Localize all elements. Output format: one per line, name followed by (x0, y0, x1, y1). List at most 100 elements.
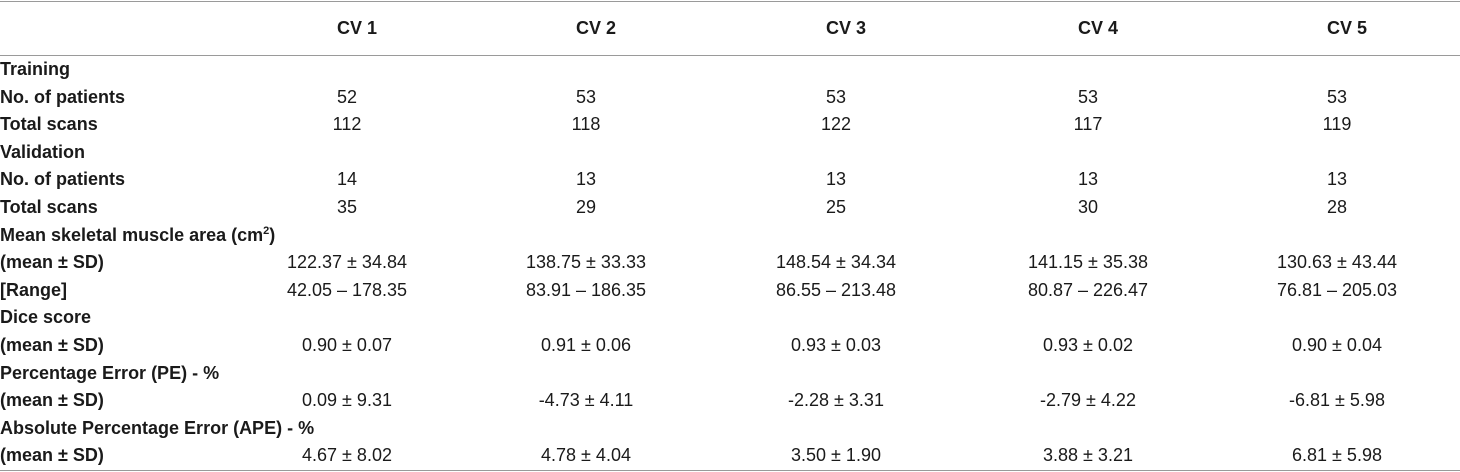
row-label-text: (mean ± SD) (0, 252, 104, 273)
row-label-text: (mean ± SD) (0, 445, 104, 466)
cell-cv3: -2.28 ± 3.31 (788, 390, 884, 411)
cell-cv4: 13 (1077, 169, 1099, 190)
cell-cv5: 76.81 – 205.03 (1276, 279, 1398, 300)
header-blank-cell (0, 0, 232, 56)
row-label: Absolute Percentage Error (APE) - % (0, 415, 314, 443)
row-label-text: (mean ± SD) (0, 334, 104, 355)
row-label: [Range] (0, 277, 232, 305)
cell-cv2: 29 (575, 196, 597, 217)
row-label: Total scans (0, 111, 232, 139)
row-label-text: Dice score (0, 307, 92, 328)
cell-cv3: 86.55 – 213.48 (775, 279, 897, 300)
cell-cv1 (232, 360, 462, 388)
cell-cv3: 148.54 ± 34.34 (776, 252, 896, 273)
cell-cv1: 112 (332, 114, 362, 135)
cell-cv1: 0.90 ± 0.07 (302, 334, 392, 355)
row-label: Mean skeletal muscle area (cm2) (0, 222, 275, 250)
header-row: CV 1 CV 2 CV 3 CV 4 CV 5 (0, 0, 1460, 56)
cell-cv5 (1214, 415, 1460, 443)
cell-cv5: 53 (1326, 86, 1348, 107)
table-row: Absolute Percentage Error (APE) - % (0, 415, 1460, 443)
row-label-text: [Range] (0, 279, 67, 300)
cell-cv3: 0.93 ± 0.03 (791, 334, 881, 355)
cell-cv2 (462, 304, 710, 332)
cell-cv2: 13 (575, 169, 597, 190)
row-label-text: No. of patients (0, 169, 125, 190)
cell-cv4: -2.79 ± 4.22 (1040, 390, 1136, 411)
cell-cv5 (1214, 304, 1460, 332)
cell-cv5: 119 (1322, 114, 1352, 135)
table-bottom-rule (0, 470, 1460, 471)
cell-cv5 (1214, 139, 1460, 167)
table-row: (mean ± SD) 0.90 ± 0.07 0.91 ± 0.06 0.93 ± … (0, 332, 1460, 360)
cell-cv1 (232, 139, 462, 167)
cell-cv2: -4.73 ± 4.11 (538, 390, 634, 411)
cell-cv5: 28 (1326, 196, 1348, 217)
cell-cv1: 4.67 ± 8.02 (302, 445, 392, 466)
row-label: Dice score (0, 304, 232, 332)
row-label-text: Percentage Error (PE) - % (0, 362, 220, 383)
cell-cv2 (462, 139, 710, 167)
row-label-text: Mean skeletal muscle area (cm (0, 224, 264, 245)
cell-cv2 (462, 360, 710, 388)
cell-cv5: 13 (1326, 169, 1348, 190)
row-label: (mean ± SD) (0, 387, 232, 415)
row-label-superscript: 2 (263, 224, 270, 237)
cell-cv1: 52 (336, 86, 358, 107)
row-label: Validation (0, 139, 232, 167)
row-label-text: Absolute Percentage Error (APE) - % (0, 417, 315, 438)
cell-cv3 (710, 139, 962, 167)
cell-cv3: 122 (820, 114, 852, 135)
cell-cv2 (462, 415, 710, 443)
row-label-text: Validation (0, 141, 86, 162)
cell-cv1: 0.09 ± 9.31 (302, 390, 392, 411)
row-label: Training (0, 56, 232, 84)
table-row: Training (0, 56, 1460, 84)
table-row: [Range] 42.05 – 178.35 83.91 – 186.35 86.55… (0, 277, 1460, 305)
cell-cv4: 3.88 ± 3.21 (1043, 445, 1133, 466)
table-header-rule (0, 55, 1460, 56)
header-cv1: CV 1 (336, 18, 378, 38)
cell-cv3: 13 (825, 169, 847, 190)
cell-cv1: 14 (336, 169, 358, 190)
cell-cv4: 117 (1073, 114, 1103, 135)
cell-cv3 (710, 222, 962, 250)
table-row: Total scans 112 118 122 117 119 (0, 111, 1460, 139)
cell-cv3: 25 (825, 196, 847, 217)
row-label-text: Training (0, 59, 71, 79)
cell-cv2: 4.78 ± 4.04 (541, 445, 631, 466)
cell-cv1: 42.05 – 178.35 (286, 279, 408, 300)
row-label: (mean ± SD) (0, 249, 232, 277)
header-cv2: CV 2 (575, 18, 617, 38)
table-row: No. of patients 52 53 53 53 53 (0, 84, 1460, 112)
cell-cv2 (462, 56, 710, 84)
cell-cv5: 6.81 ± 5.98 (1292, 445, 1382, 466)
table-row: Mean skeletal muscle area (cm2) (0, 222, 1460, 250)
header-cv4: CV 4 (1077, 18, 1119, 38)
cell-cv4 (962, 304, 1214, 332)
cell-cv4: 80.87 – 226.47 (1027, 279, 1149, 300)
cell-cv2: 83.91 – 186.35 (525, 279, 647, 300)
cell-cv4 (962, 360, 1214, 388)
cell-cv4 (962, 139, 1214, 167)
table-row: (mean ± SD) 0.09 ± 9.31 -4.73 ± 4.11 -2.28 … (0, 387, 1460, 415)
cell-cv3 (710, 360, 962, 388)
cell-cv4: 53 (1077, 86, 1099, 107)
header-cv5: CV 5 (1326, 18, 1368, 38)
cell-cv1 (232, 304, 462, 332)
table-row: Dice score (0, 304, 1460, 332)
cell-cv5 (1214, 360, 1460, 388)
cell-cv3 (710, 56, 962, 84)
row-label: Total scans (0, 194, 232, 222)
table-row: (mean ± SD) 122.37 ± 34.84 138.75 ± 33.33 1… (0, 249, 1460, 277)
row-label: No. of patients (0, 84, 232, 112)
cell-cv1 (232, 56, 462, 84)
cell-cv4: 30 (1077, 196, 1099, 217)
table-row: Total scans 35 29 25 30 28 (0, 194, 1460, 222)
cell-cv4 (962, 222, 1214, 250)
cell-cv3 (710, 304, 962, 332)
table-row: Validation (0, 139, 1460, 167)
cell-cv1: 122.37 ± 34.84 (287, 252, 407, 273)
